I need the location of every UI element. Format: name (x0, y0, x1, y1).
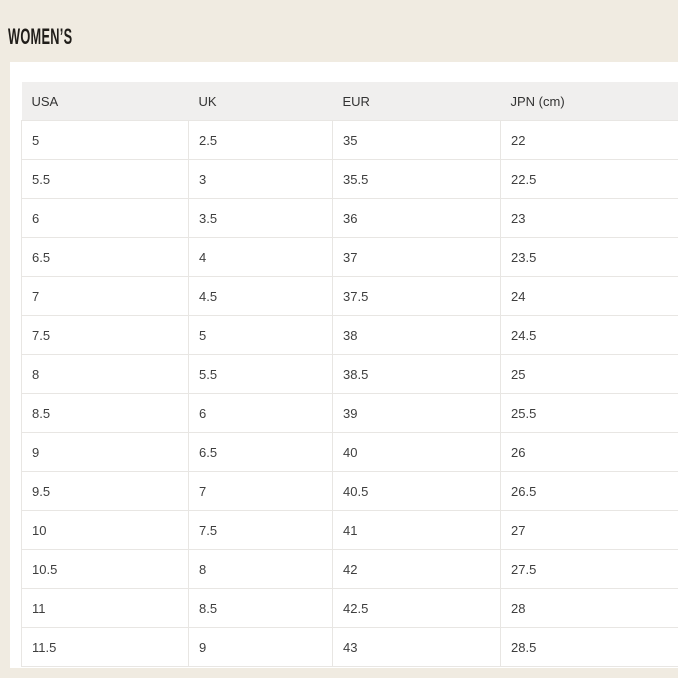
table-cell: 7.5 (188, 510, 333, 550)
table-row: 9 6.5 40 26 (21, 432, 678, 472)
table-cell: 41 (332, 510, 501, 550)
table-cell: 3 (188, 159, 333, 199)
table-cell: 35 (332, 120, 501, 160)
table-cell: 4 (188, 237, 333, 277)
table-row: 8.5 6 39 25.5 (21, 393, 678, 433)
table-cell: 35.5 (332, 159, 501, 199)
table-cell: 11 (21, 588, 189, 628)
table-row: 7 4.5 37.5 24 (21, 276, 678, 316)
table-row: 11 8.5 42.5 28 (21, 588, 678, 628)
table-cell: 5.5 (188, 354, 333, 394)
table-cell: 40.5 (332, 471, 501, 511)
table-cell: 22 (500, 120, 678, 160)
table-row: 6 3.5 36 23 (21, 198, 678, 238)
table-cell: 11.5 (21, 627, 189, 667)
table-cell: 23 (500, 198, 678, 238)
table-cell: 7 (21, 276, 189, 316)
table-cell: 37 (332, 237, 501, 277)
table-cell: 36 (332, 198, 501, 238)
table-cell: 7 (188, 471, 333, 511)
table-cell: 24.5 (500, 315, 678, 355)
column-header-uk: UK (188, 82, 333, 121)
table-cell: 10.5 (21, 549, 189, 589)
table-cell: 9 (188, 627, 333, 667)
table-row: 5.5 3 35.5 22.5 (21, 159, 678, 199)
table-cell: 22.5 (500, 159, 678, 199)
table-cell: 3.5 (188, 198, 333, 238)
table-cell: 5 (188, 315, 333, 355)
table-cell: 8 (21, 354, 189, 394)
table-cell: 8 (188, 549, 333, 589)
table-row: 10 7.5 41 27 (21, 510, 678, 550)
table-row: 7.5 5 38 24.5 (21, 315, 678, 355)
table-row: 10.5 8 42 27.5 (21, 549, 678, 589)
table-cell: 7.5 (21, 315, 189, 355)
table-cell: 9 (21, 432, 189, 472)
table-cell: 25 (500, 354, 678, 394)
column-header-jpn: JPN (cm) (500, 82, 678, 121)
table-cell: 26.5 (500, 471, 678, 511)
page-title: WOMEN’S (8, 24, 73, 49)
table-cell: 42 (332, 549, 501, 589)
table-cell: 38 (332, 315, 501, 355)
column-header-eur: EUR (332, 82, 501, 121)
table-cell: 8.5 (21, 393, 189, 433)
table-row: 5 2.5 35 22 (21, 120, 678, 160)
table-cell: 28.5 (500, 627, 678, 667)
table-cell: 27 (500, 510, 678, 550)
table-cell: 28 (500, 588, 678, 628)
size-chart-card: USA UK EUR JPN (cm) 5 2.5 35 22 5.5 3 35.5 22.5… (10, 62, 678, 668)
table-cell: 9.5 (21, 471, 189, 511)
table-cell: 39 (332, 393, 501, 433)
table-cell: 6.5 (188, 432, 333, 472)
column-header-usa: USA (21, 82, 189, 121)
table-cell: 2.5 (188, 120, 333, 160)
table-cell: 24 (500, 276, 678, 316)
table-row: 9.5 7 40.5 26.5 (21, 471, 678, 511)
table-cell: 27.5 (500, 549, 678, 589)
table-cell: 5.5 (21, 159, 189, 199)
womens-size-table: USA UK EUR JPN (cm) 5 2.5 35 22 5.5 3 35.5 22.5… (21, 82, 678, 667)
table-cell: 6 (188, 393, 333, 433)
table-cell: 37.5 (332, 276, 501, 316)
table-cell: 38.5 (332, 354, 501, 394)
table-body: 5 2.5 35 22 5.5 3 35.5 22.5 6 3.5 36 23 6.5 4 37 23.5 7 4… (21, 120, 678, 667)
table-cell: 8.5 (188, 588, 333, 628)
table-cell: 25.5 (500, 393, 678, 433)
table-cell: 10 (21, 510, 189, 550)
table-cell: 6 (21, 198, 189, 238)
table-row: 6.5 4 37 23.5 (21, 237, 678, 277)
table-cell: 4.5 (188, 276, 333, 316)
table-cell: 42.5 (332, 588, 501, 628)
table-row: 8 5.5 38.5 25 (21, 354, 678, 394)
table-header-row: USA UK EUR JPN (cm) (21, 82, 678, 121)
table-cell: 43 (332, 627, 501, 667)
table-cell: 23.5 (500, 237, 678, 277)
table-cell: 6.5 (21, 237, 189, 277)
table-cell: 26 (500, 432, 678, 472)
table-cell: 40 (332, 432, 501, 472)
table-cell: 5 (21, 120, 189, 160)
table-row: 11.5 9 43 28.5 (21, 627, 678, 667)
